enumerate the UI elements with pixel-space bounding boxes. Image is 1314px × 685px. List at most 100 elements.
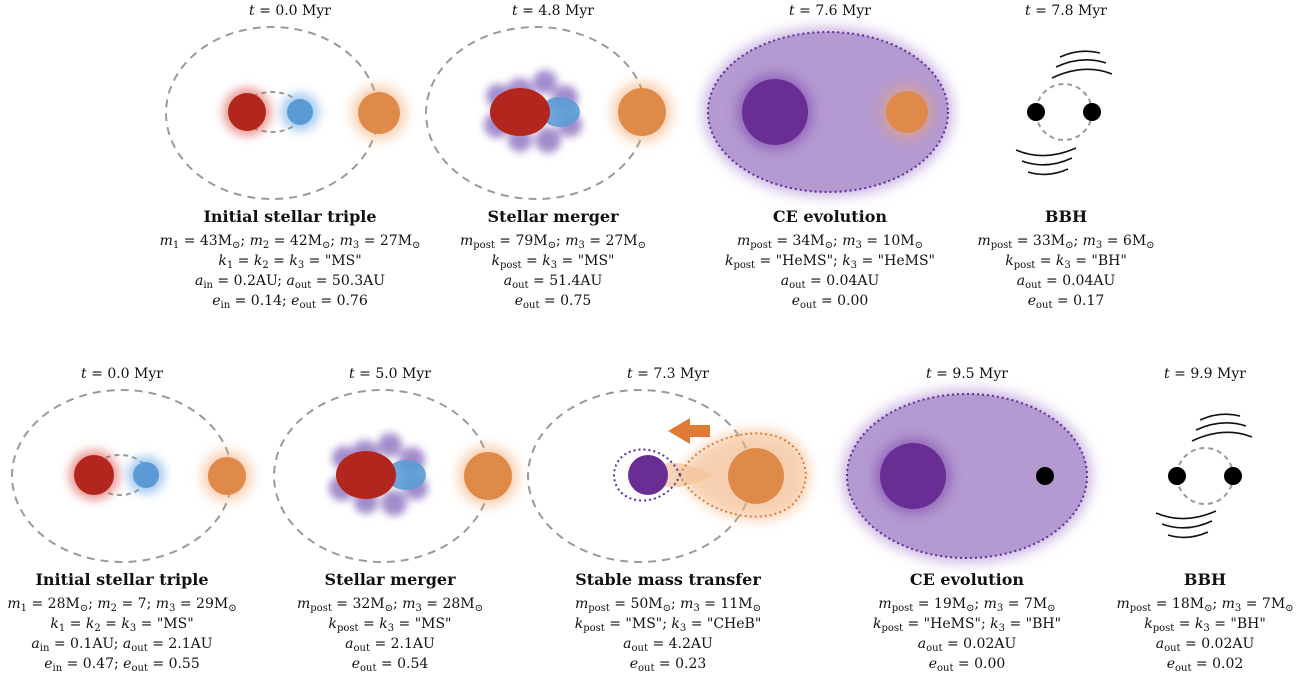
time-label: t = 7.8 Myr <box>1025 3 1107 19</box>
time-label: t = 4.8 Myr <box>512 3 594 19</box>
r1-panel-initial-triple <box>165 26 406 200</box>
merger-companion <box>540 97 580 127</box>
time-value: 9.5 Myr <box>952 366 1008 382</box>
parameter-line: kpost = "MS"; k3 = "CHeB" <box>574 616 762 634</box>
parameter-line: aout = 0.02AU <box>1155 636 1255 654</box>
parameter-line: kpost = k3 = "BH" <box>1144 616 1266 634</box>
star-2 <box>133 462 159 488</box>
panel-parameters: mpost = 50M⊙; m3 = 11M⊙ kpost = "MS"; k3 … <box>575 594 762 674</box>
merger-companion <box>386 460 426 490</box>
panel-parameters: mpost = 79M⊙; m3 = 27M⊙ kpost = k3 = "MS"… <box>460 231 646 311</box>
gravitational-waves-bottom <box>1155 510 1217 539</box>
time-label: t = 5.0 Myr <box>349 366 431 382</box>
parameter-line: mpost = 34M⊙; m3 = 10M⊙ <box>736 233 924 251</box>
parameter-line: mpost = 33M⊙; m3 = 6M⊙ <box>977 233 1155 251</box>
parameter-line: kpost = "HeMS"; k3 = "HeMS" <box>725 253 935 271</box>
r1-panel-stellar-merger <box>425 26 672 200</box>
r2-panel-initial-triple <box>11 389 252 563</box>
panel-parameters: mpost = 19M⊙; m3 = 7M⊙ kpost = "HeMS"; k3… <box>873 594 1061 674</box>
panel-title: BBH <box>1044 207 1088 226</box>
parameter-line: mpost = 79M⊙; m3 = 27M⊙ <box>459 233 647 251</box>
star-3 <box>464 452 512 500</box>
panel-title: Stable mass transfer <box>575 570 761 589</box>
time-label: t = 9.5 Myr <box>926 366 1008 382</box>
accretor-star <box>628 455 668 495</box>
outer-orbit <box>11 389 233 563</box>
parameter-line: mpost = 18M⊙; m3 = 7M⊙ <box>1116 596 1294 614</box>
star-2 <box>287 99 313 125</box>
parameter-line: mpost = 50M⊙; m3 = 11M⊙ <box>574 596 762 614</box>
gravitational-waves-top <box>1051 50 1113 79</box>
panel-parameters: mpost = 18M⊙; m3 = 7M⊙ kpost = k3 = "BH" a… <box>1116 594 1293 674</box>
parameter-line: ain = 0.2AU; aout = 50.3AU <box>194 273 386 291</box>
donor-roche-lobe <box>678 432 808 518</box>
parameter-line: aout = 0.04AU <box>780 273 880 291</box>
time-value: 9.9 Myr <box>1190 366 1246 382</box>
time-value: 0.0 Myr <box>107 366 163 382</box>
merger-product <box>336 451 396 499</box>
parameter-line: k1 = k2 = k3 = "MS" <box>218 253 362 271</box>
r2-panel-stable-mass-transfer <box>527 389 810 563</box>
time-value: 7.6 Myr <box>815 3 871 19</box>
star-3 <box>358 92 400 134</box>
parameter-line: aout = 2.1AU <box>345 636 435 654</box>
parameter-line: ein = 0.14; eout = 0.76 <box>212 293 368 311</box>
time-label: t = 0.0 Myr <box>249 3 331 19</box>
panel-parameters: mpost = 34M⊙; m3 = 10M⊙ kpost = "HeMS"; k… <box>725 231 935 311</box>
star-3 <box>886 91 928 133</box>
time-value: 7.8 Myr <box>1051 3 1107 19</box>
parameter-line: ein = 0.47; eout = 0.55 <box>44 656 200 674</box>
common-envelope <box>846 393 1088 559</box>
gravitational-waves-top <box>1191 413 1253 442</box>
black-hole-2 <box>1083 103 1101 121</box>
merger-product <box>490 88 550 136</box>
parameter-line: eout = 0.23 <box>629 656 707 674</box>
post-merger-core <box>742 79 808 145</box>
common-envelope <box>707 31 949 193</box>
time-value: 5.0 Myr <box>375 366 431 382</box>
black-hole-1 <box>1168 467 1186 485</box>
black-hole-1 <box>1027 103 1045 121</box>
parameter-line: kpost = k3 = "BH" <box>1005 253 1127 271</box>
time-label: t = 7.3 Myr <box>627 366 709 382</box>
parameter-line: ain = 0.1AU; aout = 2.1AU <box>31 636 213 654</box>
gravitational-waves-bottom <box>1015 147 1077 176</box>
r2-panel-bbh <box>1155 413 1253 539</box>
time-value: 7.3 Myr <box>653 366 709 382</box>
panel-title: CE evolution <box>909 570 1025 589</box>
time-label: t = 0.0 Myr <box>81 366 163 382</box>
star-1 <box>228 93 266 131</box>
panel-title: CE evolution <box>772 207 888 226</box>
parameter-line: aout = 51.4AU <box>503 273 603 291</box>
parameter-line: kpost = "HeMS"; k3 = "BH" <box>872 616 1062 634</box>
black-hole-2 <box>1224 467 1242 485</box>
parameter-line: m1 = 43M⊙; m2 = 42M⊙; m3 = 27M⊙ <box>159 233 421 251</box>
parameter-line: eout = 0.00 <box>791 293 869 311</box>
parameter-line: aout = 4.2AU <box>623 636 713 654</box>
time-value: 0.0 Myr <box>275 3 331 19</box>
outer-orbit <box>165 26 379 200</box>
parameter-line: k1 = k2 = k3 = "MS" <box>50 616 194 634</box>
parameter-line: eout = 0.17 <box>1027 293 1105 311</box>
star-3 <box>618 88 666 136</box>
panel-title: Initial stellar triple <box>203 207 377 226</box>
post-merger-core <box>880 443 946 509</box>
r1-panel-bbh <box>1015 50 1113 176</box>
panel-title: BBH <box>1183 570 1227 589</box>
parameter-line: mpost = 19M⊙; m3 = 7M⊙ <box>878 596 1056 614</box>
parameter-line: eout = 0.00 <box>928 656 1006 674</box>
panel-title: Stellar merger <box>324 570 456 589</box>
parameter-line: eout = 0.02 <box>1166 656 1244 674</box>
r1-panel-ce-evolution <box>704 28 952 196</box>
parameter-line: kpost = k3 = "MS" <box>491 253 615 271</box>
parameter-line: kpost = k3 = "MS" <box>328 616 452 634</box>
time-label: t = 9.9 Myr <box>1164 366 1246 382</box>
parameter-line: mpost = 32M⊙; m3 = 28M⊙ <box>296 596 484 614</box>
r2-panel-stellar-merger <box>273 389 518 563</box>
panel-parameters: m1 = 43M⊙; m2 = 42M⊙; m3 = 27M⊙ k1 = k2 =… <box>160 231 421 311</box>
parameter-line: eout = 0.75 <box>514 293 592 311</box>
parameter-line: aout = 0.02AU <box>917 636 1017 654</box>
accretor-roche-lobe <box>612 448 682 502</box>
star-3 <box>208 457 246 495</box>
